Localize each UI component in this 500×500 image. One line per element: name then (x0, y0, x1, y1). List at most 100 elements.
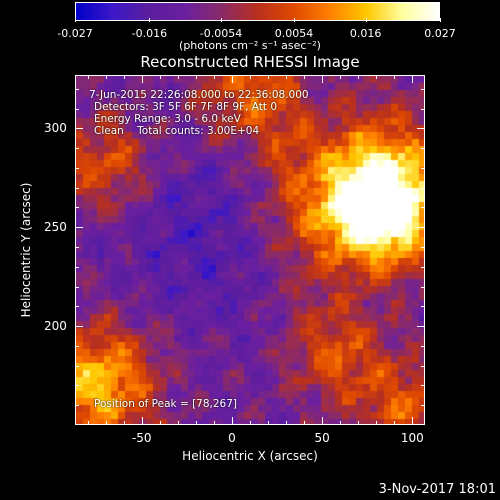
y-axis-minor-tick (75, 227, 79, 229)
x-axis-minor-tick-top (250, 75, 251, 79)
y-axis-minor-tick (75, 108, 79, 110)
x-axis-minor-tick (177, 421, 179, 425)
x-axis-minor-tick (322, 421, 324, 425)
y-axis-minor-tick-right (421, 306, 425, 308)
y-axis-tick-label: 300 (44, 121, 67, 136)
x-axis-tick-label: 0 (228, 431, 236, 445)
x-axis-minor-tick (250, 421, 251, 425)
x-axis-tick-top (412, 75, 414, 83)
x-axis-minor-tick (358, 421, 360, 425)
x-axis-minor-tick-top (268, 75, 270, 79)
y-axis-minor-tick-right (421, 405, 425, 407)
y-axis-minor-tick (75, 266, 79, 268)
x-axis-minor-tick (394, 421, 396, 425)
y-axis-minor-tick (75, 385, 79, 387)
y-axis-minor-tick-right (421, 266, 425, 268)
y-axis-minor-tick-right (421, 385, 425, 387)
x-axis-minor-tick (376, 421, 378, 425)
plot-title: Reconstructed RHESSI Image (140, 53, 360, 71)
y-axis-minor-tick (75, 207, 79, 209)
y-axis-tick-label: 250 (44, 220, 67, 235)
x-axis-minor-tick-top (195, 75, 197, 79)
y-axis-minor-tick (75, 286, 79, 288)
y-axis-minor-tick-right (421, 108, 425, 110)
x-axis-minor-tick-top (123, 75, 125, 79)
y-axis-minor-tick (75, 247, 79, 249)
x-axis-tick-label: 50 (314, 431, 330, 445)
y-axis-minor-tick (75, 167, 79, 169)
info-detectors: Detectors: 3F 5F 6F 7F 8F 9F, Att 0 (94, 101, 278, 113)
x-axis-minor-tick-top (105, 75, 107, 79)
x-axis-minor-tick-top (286, 75, 288, 79)
x-axis-label: Heliocentric X (arcsec) (182, 449, 318, 463)
x-axis-minor-tick (87, 421, 89, 425)
colorbar-tick-label: -0.027 (57, 27, 93, 40)
x-axis-minor-tick-top (322, 75, 324, 79)
x-axis-minor-tick (195, 421, 197, 425)
rhessi-heatmap (76, 76, 424, 424)
x-axis-tick-top (141, 75, 143, 83)
y-axis-minor-tick-right (421, 227, 425, 229)
x-axis-tick-top (322, 75, 324, 83)
x-axis-minor-tick-top (87, 75, 89, 79)
y-axis-minor-tick-right (421, 148, 425, 150)
x-axis-minor-tick (231, 421, 233, 425)
y-axis-minor-tick-right (421, 187, 425, 189)
y-axis-tick (75, 128, 83, 130)
y-axis-minor-tick-right (421, 88, 425, 90)
colorbar-tick-label: -0.0054 (199, 27, 243, 40)
colorbar-units: (photons cm⁻² s⁻¹ asec⁻²) (179, 39, 321, 52)
x-axis-minor-tick (159, 421, 161, 425)
y-axis-minor-tick (75, 326, 79, 328)
plot-frame: 7-Jun-2015 22:26:08.000 to 22:36:08.000 … (75, 75, 425, 425)
colorbar (75, 2, 440, 21)
x-axis-minor-tick (213, 421, 215, 425)
x-axis-minor-tick-top (231, 75, 233, 79)
y-axis-tick-label: 200 (44, 319, 67, 334)
colorbar-tick (365, 18, 367, 22)
colorbar-tick-label: 0.027 (424, 27, 456, 40)
footer-date: 3-Nov-2017 18:01 (378, 482, 496, 497)
x-axis-minor-tick-top (177, 75, 179, 79)
x-axis-minor-tick (123, 421, 125, 425)
y-axis-minor-tick-right (421, 167, 425, 169)
x-axis-minor-tick-top (358, 75, 360, 79)
x-axis-minor-tick-top (376, 75, 378, 79)
y-axis-minor-tick-right (421, 247, 425, 249)
y-axis-label: Heliocentric Y (arcsec) (19, 182, 33, 318)
colorbar-tick (149, 18, 151, 22)
x-axis-tick-label: 100 (400, 431, 424, 445)
y-axis-minor-tick (75, 88, 79, 90)
y-axis-minor-tick (75, 148, 79, 150)
y-axis-minor-tick (75, 365, 79, 367)
y-axis-minor-tick (75, 128, 79, 130)
y-axis-minor-tick (75, 306, 79, 308)
colorbar-tick-label: -0.016 (131, 27, 168, 40)
colorbar-tick-label: 0.016 (349, 27, 382, 40)
x-axis-minor-tick-top (213, 75, 215, 79)
y-axis-minor-tick-right (421, 207, 425, 209)
x-axis-minor-tick-top (141, 75, 143, 79)
x-axis-minor-tick (412, 421, 414, 425)
y-axis-minor-tick-right (421, 345, 425, 347)
y-axis-minor-tick-right (421, 128, 425, 130)
x-axis-minor-tick-top (159, 75, 161, 79)
y-axis-minor-tick (75, 405, 79, 407)
y-axis-tick (75, 326, 83, 328)
x-axis-minor-tick-top (412, 75, 414, 79)
y-axis-minor-tick-right (421, 326, 425, 328)
info-peak-position: Position of Peak = [78,267] (94, 398, 238, 410)
x-axis-minor-tick-top (304, 75, 306, 79)
colorbar-tick (440, 18, 441, 22)
x-axis-minor-tick (105, 421, 107, 425)
y-axis-minor-tick (75, 187, 79, 189)
colorbar-tick (294, 18, 295, 22)
y-axis-tick (75, 227, 83, 229)
x-axis-tick-top (231, 75, 233, 83)
x-axis-minor-tick (141, 421, 143, 425)
y-axis-minor-tick-right (421, 286, 425, 288)
colorbar-tick-label: 0.0054 (274, 27, 314, 40)
x-axis-minor-tick-top (394, 75, 396, 79)
x-axis-minor-tick (286, 421, 288, 425)
info-clean: Clean Total counts: 3.00E+04 (94, 125, 260, 137)
